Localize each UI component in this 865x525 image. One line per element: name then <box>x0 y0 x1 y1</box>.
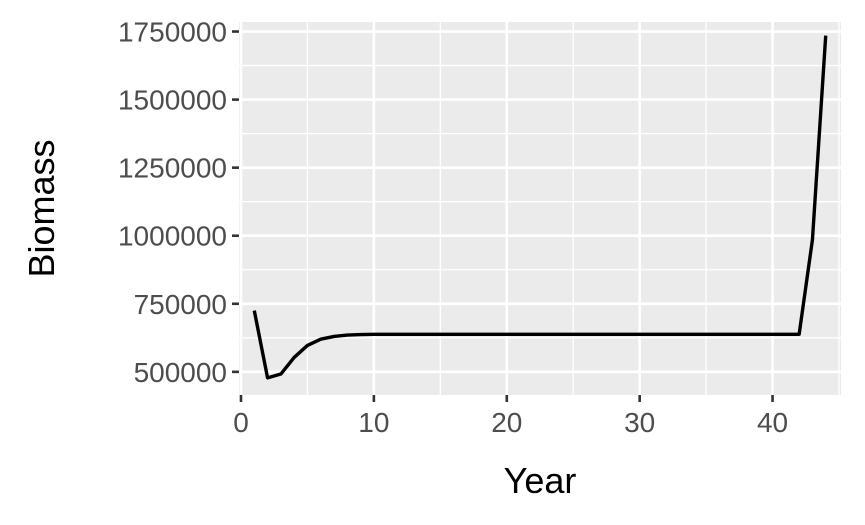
major-gridlines <box>239 22 841 395</box>
y-tick-label: 1500000 <box>118 85 227 116</box>
y-tick-label: 1000000 <box>118 221 227 252</box>
y-tick-label: 1250000 <box>118 153 227 184</box>
y-axis-title: Biomass <box>21 139 62 277</box>
x-axis-title: Year <box>504 460 577 501</box>
biomass-line <box>252 35 828 380</box>
x-tick-label: 20 <box>491 407 522 438</box>
y-tick-label: 750000 <box>134 289 227 320</box>
x-tick-label: 30 <box>624 407 655 438</box>
minor-gridlines <box>239 22 841 395</box>
y-tick-label: 500000 <box>134 357 227 388</box>
axes: 0 10 20 30 40 500000 750000 1000000 1250000 15000… <box>118 17 788 438</box>
data-series <box>252 35 828 380</box>
x-tick-label: 10 <box>358 407 389 438</box>
y-tick-label: 1750000 <box>118 17 227 48</box>
x-tick-label: 0 <box>233 407 249 438</box>
x-tick-label: 40 <box>757 407 788 438</box>
